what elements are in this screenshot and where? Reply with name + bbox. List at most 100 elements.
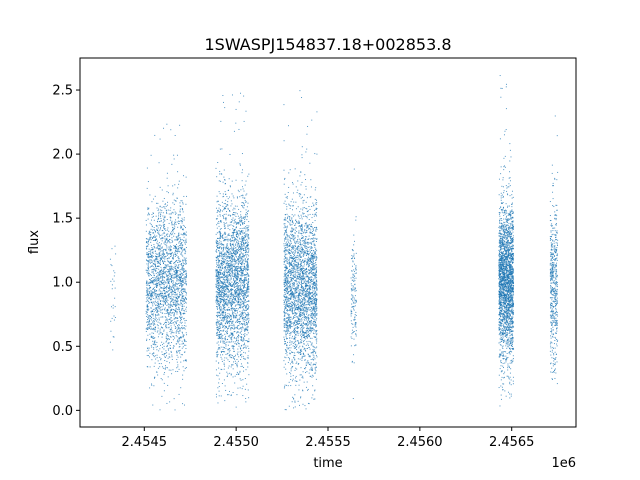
data-point	[172, 296, 174, 298]
data-point	[163, 225, 165, 227]
data-point	[178, 393, 180, 395]
data-point	[229, 291, 231, 293]
data-point	[220, 242, 222, 244]
data-point	[178, 247, 179, 249]
data-point	[114, 297, 116, 299]
data-point	[235, 313, 237, 315]
data-point	[240, 336, 242, 338]
data-point	[218, 329, 220, 331]
data-point	[177, 364, 179, 366]
data-point	[182, 284, 184, 286]
data-point	[216, 301, 218, 303]
data-point	[168, 261, 170, 263]
data-point	[215, 278, 217, 280]
data-point	[157, 327, 159, 329]
data-point	[181, 251, 183, 253]
data-point	[162, 344, 164, 346]
data-point	[182, 313, 184, 315]
data-point	[150, 252, 152, 254]
data-point	[164, 295, 166, 297]
data-point	[155, 266, 157, 268]
data-point	[154, 264, 156, 266]
data-point	[232, 310, 234, 312]
data-point	[218, 335, 220, 337]
data-point	[219, 234, 221, 236]
data-point	[225, 281, 227, 283]
data-point	[236, 278, 238, 280]
data-point	[223, 254, 225, 256]
data-point	[179, 278, 181, 280]
data-point	[174, 292, 176, 294]
data-point	[146, 270, 148, 272]
data-point	[154, 327, 156, 329]
data-point	[227, 280, 229, 282]
data-point	[230, 252, 232, 254]
data-point	[245, 305, 247, 307]
data-point	[219, 210, 221, 212]
data-point	[220, 324, 222, 326]
data-point	[166, 204, 168, 206]
data-point	[230, 256, 232, 258]
data-point	[244, 306, 246, 308]
data-point	[221, 288, 223, 290]
data-point	[216, 296, 218, 298]
data-point	[232, 356, 234, 358]
data-point	[231, 270, 233, 272]
data-point	[234, 275, 236, 277]
data-point	[221, 265, 223, 267]
data-point	[147, 282, 149, 284]
data-point	[160, 303, 161, 305]
data-point	[224, 342, 226, 344]
data-point	[245, 345, 247, 347]
data-point	[146, 328, 148, 330]
data-point	[235, 291, 237, 293]
data-point	[173, 235, 175, 237]
data-point	[226, 320, 228, 322]
data-point	[223, 287, 225, 289]
data-point	[155, 290, 157, 292]
data-point	[226, 205, 228, 207]
data-point	[241, 300, 243, 302]
data-point	[244, 217, 246, 219]
data-point	[227, 341, 229, 343]
data-point	[154, 376, 156, 378]
data-point	[168, 353, 170, 355]
data-point	[162, 270, 164, 272]
data-point	[173, 277, 175, 279]
data-point	[240, 281, 242, 283]
data-point	[185, 298, 187, 300]
data-point	[243, 294, 245, 296]
data-point	[218, 292, 220, 294]
data-point	[153, 264, 155, 266]
data-point	[163, 285, 165, 287]
data-point	[182, 280, 184, 282]
data-point	[216, 293, 218, 295]
data-point	[145, 247, 147, 249]
data-point	[220, 235, 222, 237]
data-point	[149, 256, 151, 258]
data-point	[234, 291, 236, 293]
data-point	[217, 267, 219, 268]
data-point	[221, 257, 223, 259]
data-point	[216, 224, 218, 226]
data-point	[222, 314, 224, 316]
data-point	[234, 287, 236, 289]
data-point	[182, 265, 184, 267]
data-point	[172, 291, 174, 293]
data-point	[230, 296, 232, 298]
data-point	[166, 360, 168, 362]
data-point	[243, 243, 245, 245]
data-point	[314, 265, 316, 267]
data-point	[218, 262, 220, 264]
data-point	[244, 352, 246, 354]
data-point	[236, 242, 238, 244]
data-point	[243, 346, 245, 348]
data-point	[243, 222, 245, 224]
data-point	[150, 282, 152, 283]
data-point	[238, 345, 240, 347]
data-point	[167, 271, 169, 273]
data-point	[232, 228, 234, 230]
data-point	[183, 290, 185, 292]
data-point	[161, 230, 163, 232]
data-point	[163, 197, 165, 199]
